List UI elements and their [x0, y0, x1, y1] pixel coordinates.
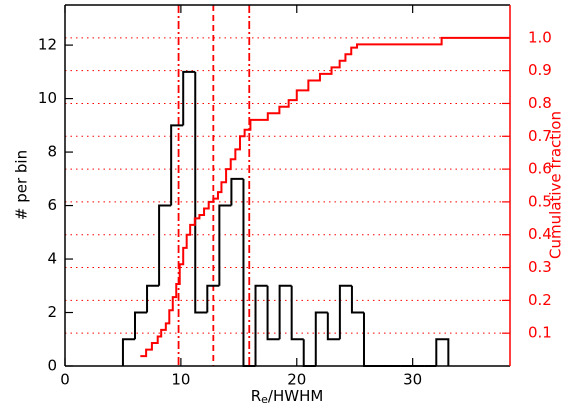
y2-tick-label: 0.2 — [528, 291, 552, 309]
y-tick-label: 4 — [47, 250, 57, 268]
y2-tick-label: 1.0 — [528, 28, 552, 46]
histogram-bar — [350, 285, 364, 314]
histogram-bar — [254, 284, 268, 366]
x-axis-label: Re/HWHM — [251, 387, 324, 407]
y2-tick-label: 0.5 — [528, 192, 552, 210]
x-label-rest: /HWHM — [268, 387, 323, 405]
y-tick-label: 12 — [38, 36, 57, 54]
x-tick-label: 20 — [287, 371, 306, 389]
histogram-bar — [314, 311, 328, 366]
histogram-bar — [435, 338, 450, 366]
y-tick-label: 6 — [47, 196, 57, 214]
histogram-bar — [206, 284, 220, 313]
y-tick-label: 0 — [47, 357, 57, 375]
histogram-bar — [326, 312, 340, 341]
histogram-bar — [290, 285, 304, 341]
x-tick-label: 30 — [403, 371, 422, 389]
histogram-bar — [170, 124, 184, 206]
y2-tick-label: 0.9 — [528, 61, 552, 79]
x-tick-label: 0 — [60, 371, 70, 389]
histogram-bar — [133, 311, 148, 340]
y2-axis-label: Cumulative fraction — [547, 111, 565, 259]
y-tick-label: 8 — [47, 143, 57, 161]
histogram-bar — [182, 70, 196, 126]
x-label-sub: e — [261, 393, 268, 406]
histogram-bar — [266, 285, 280, 341]
cumulative-line — [140, 36, 510, 358]
histogram-bar — [362, 312, 377, 367]
histogram-bar — [230, 177, 244, 206]
histogram-bar — [218, 204, 232, 286]
y2-tick-label: 0.4 — [528, 225, 552, 243]
y-axis-label: # per bin — [13, 150, 31, 220]
y-tick-label: 2 — [47, 303, 57, 321]
y-tick-label: 10 — [38, 89, 57, 107]
x-tick-label: 10 — [171, 371, 190, 389]
x-label-main: R — [251, 387, 261, 405]
histogram-bar — [302, 339, 316, 367]
histogram-bar — [338, 284, 352, 340]
y2-tick-label: 0.1 — [528, 324, 552, 342]
histogram-bar — [158, 204, 172, 286]
y2-tick-label: 0.6 — [528, 160, 552, 178]
histogram-bar — [278, 284, 292, 340]
y2-tick-label: 0.8 — [528, 94, 552, 112]
y2-tick-label: 0.3 — [528, 258, 552, 276]
histogram-bar — [121, 338, 135, 366]
histogram-bar — [194, 71, 208, 314]
y2-tick-label: 0.7 — [528, 127, 552, 145]
histogram-bar — [146, 284, 160, 313]
